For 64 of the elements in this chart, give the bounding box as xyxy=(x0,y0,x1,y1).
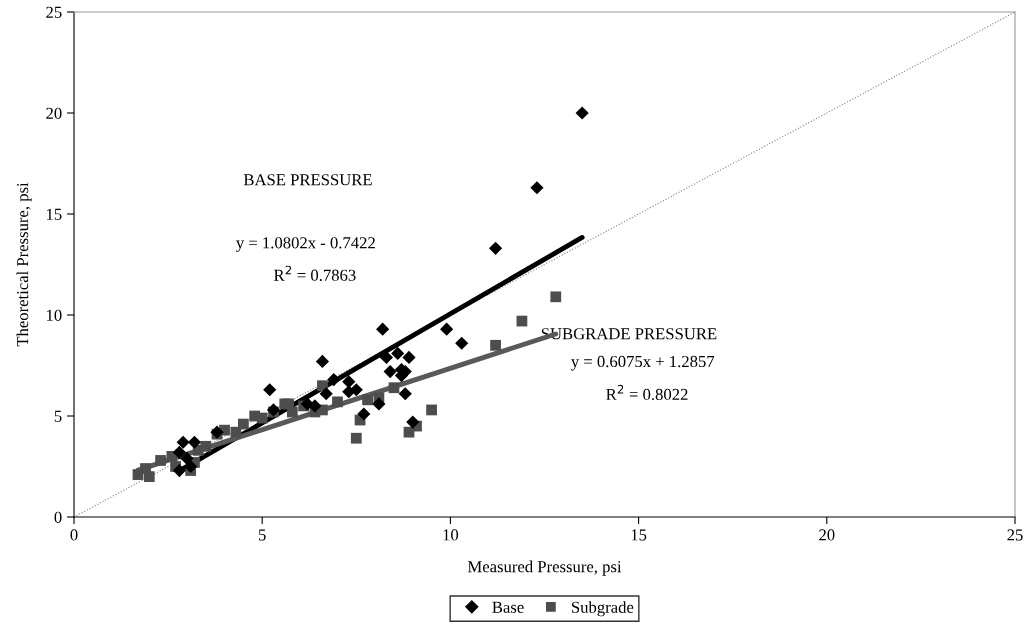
point xyxy=(172,445,186,459)
point xyxy=(308,399,322,413)
point xyxy=(238,418,249,430)
point xyxy=(530,181,544,195)
annotation: SUBGRADE PRESSURE xyxy=(541,328,717,340)
point xyxy=(176,435,190,449)
point xyxy=(184,459,198,474)
x-tick-label: 0 xyxy=(70,529,78,541)
point xyxy=(403,426,415,438)
point xyxy=(327,373,341,387)
annotation: y = 1.0802x - 0.7422 xyxy=(236,237,375,252)
annotation: BASE PRESSURE xyxy=(243,174,372,186)
legend-label: Subgrade xyxy=(572,601,634,617)
point xyxy=(388,382,400,394)
point xyxy=(187,435,202,449)
x-axis-title: Measured Pressure, psi xyxy=(467,560,622,576)
point xyxy=(200,440,212,452)
legend-label: Base xyxy=(492,601,524,613)
x-tick-label: 25 xyxy=(1007,529,1023,541)
point xyxy=(391,346,405,360)
point xyxy=(490,339,501,351)
x-tick-label: 10 xyxy=(443,529,459,541)
point xyxy=(143,471,155,482)
y-tick-label: 20 xyxy=(46,107,62,119)
annotation: y = 0.6075x + 1.2857 xyxy=(571,355,715,371)
point xyxy=(350,432,362,444)
point xyxy=(342,375,356,389)
x-tick-label: 5 xyxy=(259,529,266,541)
x-tick-label: 15 xyxy=(631,529,647,541)
y-tick-label: 15 xyxy=(46,208,62,220)
point xyxy=(426,404,437,416)
point xyxy=(402,350,416,365)
point xyxy=(488,241,503,255)
point xyxy=(155,455,166,466)
y-axis-title: Theoretical Pressure, psi xyxy=(16,182,32,347)
point xyxy=(357,407,371,421)
annotation: R$^{2}$ = 0.8022 xyxy=(606,384,688,401)
y-tick-label: 0 xyxy=(54,511,62,523)
point xyxy=(315,354,330,369)
point xyxy=(398,387,412,401)
point xyxy=(455,336,469,350)
point xyxy=(550,291,562,303)
point xyxy=(379,350,393,365)
point xyxy=(376,322,390,336)
y-tick-label: 5 xyxy=(54,410,62,422)
point xyxy=(332,396,343,408)
point xyxy=(349,383,363,397)
point xyxy=(362,394,373,406)
point xyxy=(440,322,454,336)
y-tick-label: 25 xyxy=(46,6,62,18)
point xyxy=(256,412,268,424)
point xyxy=(319,387,333,401)
point xyxy=(230,426,242,438)
annotation: R$^{2}$ = 0.7863 xyxy=(273,265,356,281)
point xyxy=(372,397,386,411)
point xyxy=(286,406,298,418)
point xyxy=(263,383,277,397)
y-tick-label: 10 xyxy=(46,309,62,321)
point xyxy=(180,451,194,466)
point xyxy=(406,415,420,429)
point xyxy=(383,364,397,379)
x-tick-label: 20 xyxy=(819,529,835,541)
point xyxy=(575,106,589,120)
point xyxy=(172,463,186,478)
